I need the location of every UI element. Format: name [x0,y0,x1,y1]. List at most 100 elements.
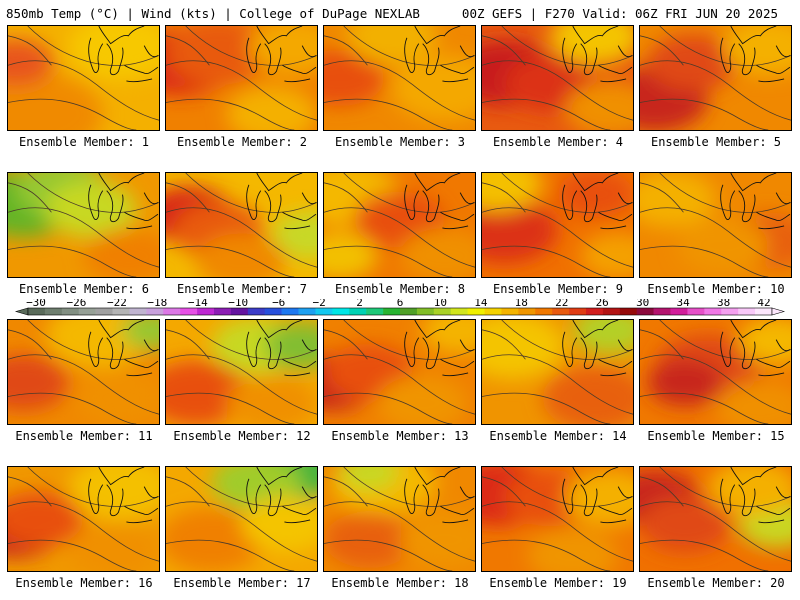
height-contour-4 [166,476,210,507]
great-lakes-outline-3 [580,337,598,370]
temperature-region-4 [76,369,159,424]
colorbar-segment-28 [484,308,502,315]
member-caption-18: Ensemble Member: 18 [331,576,469,590]
great-lakes-outline-3 [738,337,756,370]
temperature-region-3 [572,320,633,354]
member-caption-6: Ensemble Member: 6 [18,282,150,296]
colorbar-tick-label: 34 [676,299,690,309]
colorbar-segment-30 [518,308,536,315]
colorbar-tick-label: −14 [188,299,208,309]
great-lakes-outline-4 [598,64,633,75]
great-lakes-outline-3 [264,337,282,370]
great-lakes-outline-2 [246,478,262,515]
height-contour-4 [8,182,52,213]
temperature-region-4 [376,375,468,424]
great-lakes-outline-6 [617,45,633,58]
colorbar-tick-label: 14 [474,299,488,309]
member-map-12 [165,319,318,425]
temperature-region-4 [68,522,159,571]
colorbar-segment-18 [315,308,333,315]
great-lakes-outline-2 [562,478,578,515]
member-map-20 [639,466,792,572]
height-contour-4 [482,476,526,507]
temperature-region-2 [647,34,739,91]
great-lakes-outline-1 [98,467,145,486]
great-lakes-outline-3 [106,190,124,223]
great-lakes-outline-2 [720,478,736,515]
member-map-13 [323,319,476,425]
height-contour-3 [185,467,317,507]
colorbar-segment-25 [433,308,452,315]
temperature-region-4 [715,380,791,424]
temperature-region-2 [166,26,272,85]
great-lakes-outline-2 [404,184,420,221]
great-lakes-outline-5 [758,372,785,377]
great-lakes-outline-4 [282,358,317,369]
great-lakes-outline-3 [580,484,598,517]
great-lakes-outline-5 [442,225,469,230]
colorbar-segment-37 [636,308,654,315]
height-contour-4 [324,329,368,360]
height-contour-4 [640,329,684,360]
great-lakes-outline-6 [301,192,317,205]
great-lakes-outline-2 [88,478,104,515]
height-contour-3 [185,173,317,213]
colorbar-segment-14 [247,308,266,315]
great-lakes-outline-5 [758,225,785,230]
great-lakes-outline-2 [88,37,104,74]
great-lakes-outline-6 [301,339,317,352]
colorbar-segment-13 [230,308,249,315]
great-lakes-outline-5 [758,78,785,83]
member-map-1 [7,25,160,131]
colorbar-segment-16 [281,308,299,315]
temperature-field [166,173,317,277]
great-lakes-outline-1 [572,173,619,192]
height-contour-3 [27,173,159,213]
colorbar-tick-label: −10 [228,299,248,309]
height-contour-4 [324,476,368,507]
temperature-region-4 [226,86,317,130]
colorbar-segment-44 [755,308,773,315]
great-lakes-outline-4 [756,358,791,369]
temperature-region-3 [324,232,377,277]
run-info: 00Z GEFS | F270 Valid: 06Z FRI JUN 20 20… [461,6,778,21]
temperature-field [324,173,475,277]
temperature-field [482,467,633,571]
height-contour-3 [343,467,475,507]
temperature-region-2 [542,365,633,424]
height-contour-4 [166,182,210,213]
colorbar-segment-6 [112,308,130,315]
great-lakes-outline-5 [284,78,311,83]
height-contour-4 [166,329,210,360]
great-lakes-outline-1 [572,320,619,339]
colorbar-segment-29 [501,308,519,315]
great-lakes-outline-1 [414,173,461,192]
great-lakes-outline-5 [442,372,469,377]
great-lakes-outline-2 [720,331,736,368]
member-map-6 [7,172,160,278]
member-map-19 [481,466,634,572]
colorbar-segment-17 [298,308,316,315]
great-lakes-outline-3 [422,484,440,517]
member-map-7 [165,172,318,278]
temperature-region-3 [422,320,475,354]
great-lakes-outline-5 [126,78,153,83]
temperature-region-3 [723,26,791,75]
colorbar-segment-26 [450,308,468,315]
colorbar-tick-label: 18 [515,299,528,309]
great-lakes-outline-1 [98,26,145,45]
height-contour-1 [324,60,475,121]
great-lakes-outline-1 [730,26,777,45]
great-lakes-outline-6 [459,339,475,352]
colorbar-segment-9 [163,308,181,315]
height-contour-1 [482,60,633,121]
colorbar-tick-label: 26 [596,299,609,309]
member-caption-12: Ensemble Member: 12 [173,429,311,443]
height-contour-4 [8,476,52,507]
height-contour-2 [482,392,611,424]
great-lakes-outline-2 [562,331,578,368]
colorbar-segment-41 [704,308,722,315]
height-contour-4 [640,182,684,213]
temperature-field [324,467,475,571]
great-lakes-outline-4 [756,505,791,516]
